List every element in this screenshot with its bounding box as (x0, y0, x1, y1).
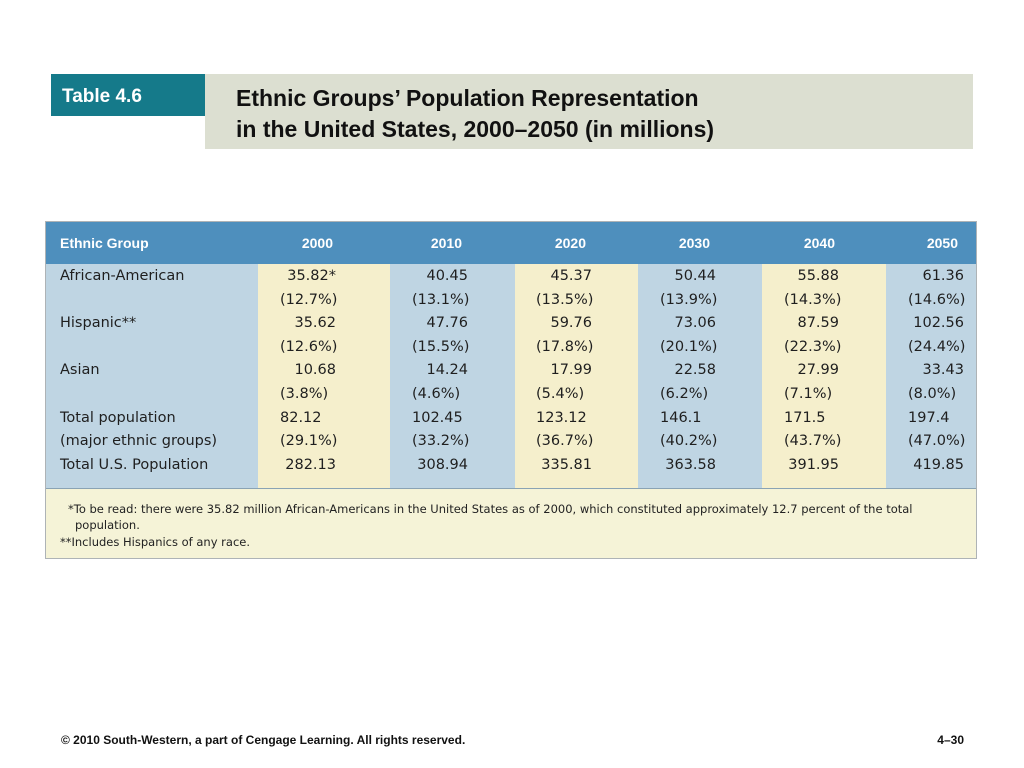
table-cell-2030: 363.58 (665, 456, 716, 473)
table-cell-2020: (17.8%) (536, 338, 594, 355)
header-year-2050: 2050 (926, 235, 958, 251)
header-year-2040: 2040 (803, 235, 835, 251)
table-cell-2050: 419.85 (913, 456, 964, 473)
table-header-row: Ethnic Group 2000 2010 2020 2030 2040 2050 (46, 222, 976, 264)
table-cell-2010: (13.1%) (412, 291, 470, 308)
table-cell-2020: 45.37 (550, 268, 592, 284)
column-shade-2020 (515, 264, 638, 488)
table-cell-2030: 146.1 (660, 409, 702, 426)
title-box: Ethnic Groups’ Population Representation… (205, 74, 973, 149)
table-cell-2000: 82.12 (280, 409, 322, 426)
table-cell-2010: 14.24 (426, 362, 468, 379)
row-label: Total U.S. Population (60, 456, 209, 473)
header-year-2030: 2030 (678, 235, 710, 251)
table-cell-2010: 40.45 (426, 268, 468, 284)
table-cell-2040: (7.1%) (784, 386, 833, 402)
row-label: Asian (60, 362, 100, 379)
table-cell-2000: (12.6%) (280, 338, 338, 355)
table-number-badge: Table 4.6 (51, 74, 205, 116)
table-cell-2050: (47.0%) (908, 433, 966, 450)
row-label: African-American (60, 268, 185, 284)
table-cell-2000: 282.13 (285, 456, 336, 473)
row-label: Total population (60, 409, 176, 426)
table-cell-2020: 59.76 (550, 315, 592, 332)
column-shade-2040 (762, 264, 886, 488)
row-label: (major ethnic groups) (60, 433, 218, 450)
table-cell-2020: (5.4%) (536, 386, 585, 402)
table-cell-2050: (24.4%) (908, 338, 966, 355)
table-cell-2050: 61.36 (922, 268, 964, 284)
table-cell-2020: (13.5%) (536, 291, 594, 308)
table-cell-2000: (29.1%) (280, 433, 338, 450)
copyright-notice: © 2010 South-Western, a part of Cengage … (61, 733, 466, 747)
table-body: African-American 35.82* 40.45 45.37 50.44 55.… (46, 264, 976, 488)
table-cell-2010: (33.2%) (412, 433, 470, 450)
row-label: Hispanic** (60, 315, 137, 332)
footnote-1-line-2: population. (75, 518, 140, 532)
table-cell-2030: (20.1%) (660, 338, 718, 355)
table-cell-2040: 87.59 (797, 315, 839, 332)
table-cell-2040: 55.88 (797, 268, 839, 284)
header-year-2010: 2010 (430, 235, 462, 251)
table-cell-2050: 33.43 (922, 362, 964, 379)
table-cell-2000: 10.68 (294, 362, 336, 379)
table-cell-2010: (15.5%) (412, 338, 470, 355)
data-table: Ethnic Group 2000 2010 2020 2030 2040 2050 Af… (45, 221, 977, 559)
table-cell-2020: 17.99 (550, 362, 592, 379)
page-title-line-1: Ethnic Groups’ Population Representation (236, 85, 699, 111)
table-cell-2040: (43.7%) (784, 433, 842, 450)
column-shade-2000 (258, 264, 390, 488)
footnote-1-line-1: *To be read: there were 35.82 million Af… (68, 502, 913, 516)
table-cell-2050: 197.4 (908, 409, 950, 426)
table-cell-2050: (14.6%) (908, 291, 966, 308)
header-year-2000: 2000 (301, 235, 333, 251)
table-cell-2040: (22.3%) (784, 338, 842, 355)
table-cell-2040: (14.3%) (784, 291, 842, 308)
table-cell-2000: (3.8%) (280, 386, 329, 402)
table-cell-2000: (12.7%) (280, 291, 338, 308)
footnote-2: **Includes Hispanics of any race. (60, 535, 251, 549)
table-cell-2000: 35.62 (294, 315, 336, 332)
table-cell-2000: 35.82* (287, 268, 336, 284)
table-cell-2040: 27.99 (797, 362, 839, 379)
table-cell-2030: (6.2%) (660, 386, 709, 402)
table-cell-2010: 308.94 (417, 456, 468, 473)
table-cell-2030: 50.44 (674, 268, 716, 284)
table-cell-2020: (36.7%) (536, 433, 594, 450)
table-cell-2020: 123.12 (536, 409, 587, 426)
page-number: 4–30 (937, 733, 964, 747)
table-cell-2020: 335.81 (541, 456, 592, 473)
table-cell-2030: (13.9%) (660, 291, 718, 308)
table-cell-2010: (4.6%) (412, 386, 461, 402)
table-cell-2040: 391.95 (788, 456, 839, 473)
table-cell-2030: 73.06 (674, 315, 716, 332)
table-cell-2050: (8.0%) (908, 386, 957, 402)
table-bottom-rule (46, 488, 976, 489)
table-cell-2010: 47.76 (426, 315, 468, 332)
header-ethnic-group: Ethnic Group (60, 235, 149, 251)
table-cell-2010: 102.45 (412, 409, 463, 426)
header-year-2020: 2020 (554, 235, 586, 251)
table-cell-2040: 171.5 (784, 409, 826, 426)
table-cell-2030: 22.58 (674, 362, 716, 379)
table-cell-2030: (40.2%) (660, 433, 718, 450)
table-cell-2050: 102.56 (913, 315, 964, 332)
page-title-line-2: in the United States, 2000–2050 (in mill… (236, 116, 715, 142)
